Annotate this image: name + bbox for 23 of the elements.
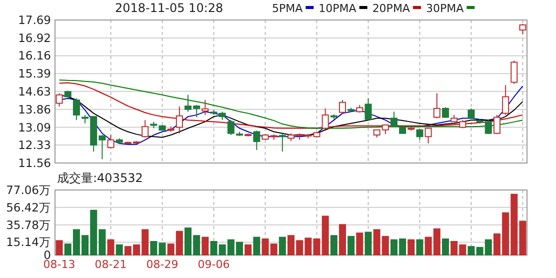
y-tick-label: 11.56 [18, 156, 51, 170]
x-tick-label: 09-06 [198, 258, 230, 271]
legend-label: 20PMA [372, 2, 410, 15]
chart-title: 2018-11-05 10:28 [115, 1, 224, 15]
y-tick-label: 12.33 [18, 138, 51, 152]
y-tick-label: 35.78万 [6, 218, 51, 232]
y-tick-label: 13.86 [18, 102, 51, 116]
y-tick-label: 16.16 [18, 48, 51, 63]
y-tick-label: 15.39 [18, 66, 51, 81]
x-tick-label: 08-29 [146, 258, 178, 271]
y-tick-label: 14.63 [18, 84, 51, 98]
legend-label: 10PMA [318, 2, 357, 15]
x-tick-label: 08-21 [94, 258, 127, 271]
y-tick-label: 77.06万 [6, 183, 51, 197]
y-tick-label: 56.42万 [6, 200, 51, 214]
x-tick-label: 08-13 [43, 258, 76, 271]
y-tick-label: 16.92 [18, 30, 51, 45]
legend-label: 5PMA [272, 2, 304, 15]
y-tick-label: 13.09 [18, 120, 51, 134]
y-tick-label: 15.14万 [6, 235, 51, 250]
chart-title: 成交量:403532 [57, 171, 143, 185]
legend-label: 30PMA [426, 2, 464, 15]
y-tick-label: 17.69 [18, 13, 51, 27]
